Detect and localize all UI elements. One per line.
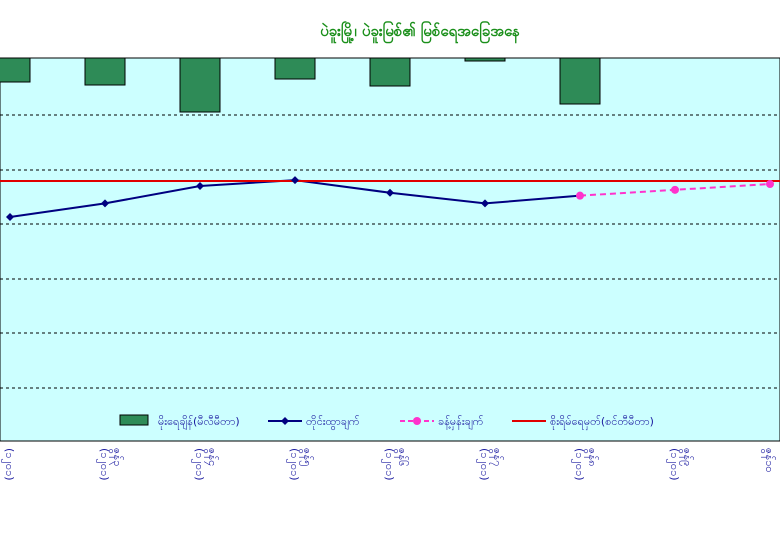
legend-label: ခန့်မှန်းချက် bbox=[438, 415, 484, 430]
x-tick-label: ဇွန်၁၀ bbox=[761, 448, 776, 473]
x-tick-label: (၁၂၀၁) ဇွန်၅ bbox=[286, 448, 314, 481]
legend-label: တိုင်းထွာချက် bbox=[306, 415, 360, 430]
observed-point bbox=[196, 181, 204, 190]
rainfall-bar bbox=[274, 57, 316, 80]
x-tick-text: (၁၂၀၁) bbox=[1, 448, 16, 481]
observed-point bbox=[101, 199, 109, 208]
legend-marker bbox=[413, 417, 421, 425]
x-tick-label: (၁၂၀၁) ဇွန်၉ bbox=[666, 448, 694, 481]
legend-label: မိုးရေချိန်(မီလီမီတာ) bbox=[158, 415, 240, 430]
x-tick-text: (၁၂၀၁) bbox=[571, 448, 586, 481]
chart-title: ပဲခူးမြို့၊ ပဲခူးမြစ်၏ မြစ်ရေအခြေအနေ bbox=[320, 20, 520, 44]
x-tick-text: (၁၂၀၁) bbox=[476, 448, 491, 481]
x-tick-label: (၁၂၀၁) ဇွန်၆ bbox=[381, 448, 409, 481]
x-tick-text: (၁၂၀၁) bbox=[666, 448, 681, 481]
x-tick-label: (၁၂၀၁) ဇွန်၄ bbox=[191, 448, 219, 481]
x-tick-text: ဇွန်၉ bbox=[679, 448, 694, 466]
points bbox=[6, 176, 774, 221]
plot-area bbox=[0, 57, 780, 442]
forecast-point bbox=[671, 185, 679, 194]
forecast-point bbox=[766, 180, 774, 189]
observed-point bbox=[291, 176, 299, 185]
legend: မိုးရေချိန်(မီလီမီတာ) တိုင်းထွာချက် ခန့်မှ… bbox=[119, 414, 654, 430]
x-tick-text: ဇွန်၆ bbox=[394, 448, 409, 466]
gridlines bbox=[0, 114, 780, 389]
rainfall-bar bbox=[179, 57, 221, 113]
observed-point bbox=[481, 199, 489, 208]
observed-point bbox=[6, 213, 14, 221]
x-tick-label: (၁၂၀၁) ဇွန်၈ bbox=[571, 448, 599, 481]
rainfall-bar bbox=[0, 57, 31, 83]
x-tick-text: (၁၂၀၁) bbox=[286, 448, 301, 481]
observed-point bbox=[386, 188, 394, 197]
legend-label: စိုးရိမ်ရေမှတ်(စင်တီမီတာ) bbox=[550, 415, 654, 430]
forecast-point bbox=[576, 191, 584, 200]
rainfall-bar bbox=[464, 57, 506, 62]
x-tick-label: (၁၂၀၁) ဇွန်၃ bbox=[96, 448, 124, 481]
x-tick-text: ဇွန်၈ bbox=[584, 448, 599, 467]
x-tick-text: ဇွန်၇ bbox=[489, 448, 504, 466]
x-tick-text: ဇွန်၅ bbox=[299, 448, 314, 466]
x-tick-label: (၁၂၀၁) bbox=[1, 448, 16, 481]
x-tick-text: ဇွန်၁၀ bbox=[761, 448, 776, 473]
rainfall-bar bbox=[559, 57, 601, 105]
x-tick-label: (၁၂၀၁) ဇွန်၇ bbox=[476, 448, 504, 481]
legend-marker bbox=[281, 417, 289, 425]
bars bbox=[0, 57, 601, 113]
x-tick-text: (၁၂၀၁) bbox=[96, 448, 111, 481]
rainfall-bar bbox=[369, 57, 411, 87]
legend-swatch bbox=[119, 414, 149, 426]
x-tick-text: (၁၂၀၁) bbox=[191, 448, 206, 481]
rainfall-bar bbox=[84, 57, 126, 86]
x-tick-text: ဇွန်၄ bbox=[204, 448, 219, 466]
x-tick-text: ဇွန်၃ bbox=[109, 448, 124, 466]
x-tick-text: (၁၂၀၁) bbox=[381, 448, 396, 481]
x-tick-labels: (၁၂၀၁) (၁၂၀၁) ဇွန်၃ (၁၂၀၁) ဇွန်၄ (၁၂၀၁) ဇွန်၅(… bbox=[1, 448, 776, 481]
